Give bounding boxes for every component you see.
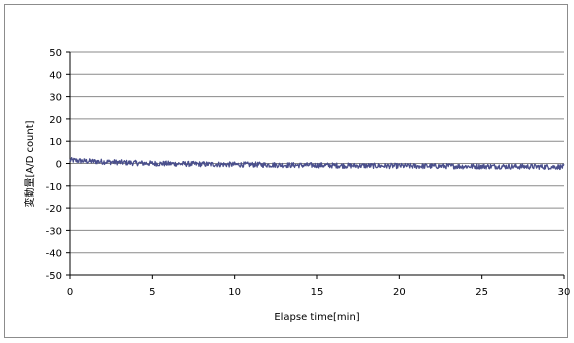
- x-axis-title: Elapse time[min]: [274, 312, 359, 323]
- y-tick-label-30: 30: [49, 93, 62, 104]
- x-tick-label-20: 20: [393, 287, 406, 298]
- y-tick-label-0: 0: [56, 160, 62, 171]
- y-tick-label-10: 10: [49, 137, 62, 148]
- x-tick-label-10: 10: [228, 287, 241, 298]
- x-tick-label-0: 0: [67, 287, 73, 298]
- y-tick-label-20: 20: [49, 115, 62, 126]
- chart-frame: [4, 4, 568, 338]
- x-tick-label-5: 5: [149, 287, 155, 298]
- y-tick-label--50: -50: [46, 271, 62, 282]
- axes: [69, 52, 565, 279]
- y-axis-title: 変動量[A/D count]: [23, 120, 36, 207]
- x-tick-label-25: 25: [475, 287, 488, 298]
- y-tick-label-40: 40: [49, 70, 62, 81]
- series-group: [69, 156, 565, 171]
- y-tick-labels: 50 40 30 20 10 0 -10 -20 -30 -40 -50: [46, 48, 62, 282]
- x-tick-label-15: 15: [311, 287, 324, 298]
- y-tick-label--40: -40: [46, 249, 62, 260]
- y-tick-label--30: -30: [46, 226, 62, 237]
- y-tick-label--20: -20: [46, 204, 62, 215]
- series-line-0: [69, 156, 565, 171]
- x-tick-label-30: 30: [558, 287, 571, 298]
- y-tick-label-50: 50: [49, 48, 62, 59]
- x-tick-labels: 0 5 10 15 20 25 30: [67, 287, 571, 298]
- y-tick-label--10: -10: [46, 182, 62, 193]
